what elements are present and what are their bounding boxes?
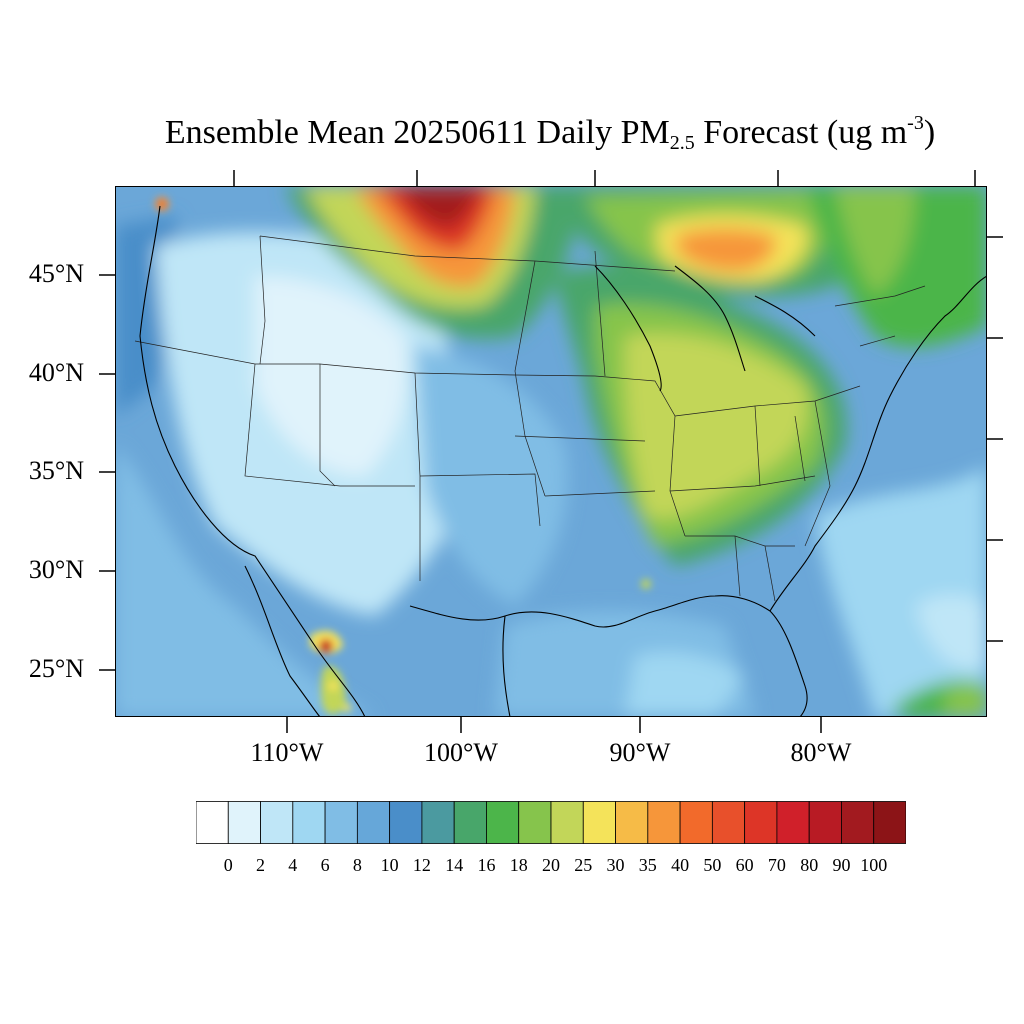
colorbar-label: 80 [800,855,819,875]
lon-label-80w: 80°W [790,738,852,767]
coastlines [139,205,987,717]
colorbar-label: 100 [860,855,888,875]
colorbar-label: 0 [223,855,233,875]
colorbar-label: 4 [288,855,298,875]
colorbar-label: 10 [380,855,399,875]
colorbar-swatch [615,801,649,844]
colorbar-swatch [389,801,423,844]
colorbar-swatch [776,801,810,844]
lat-label-25n: 25°N [28,654,84,683]
colorbar-label: 25 [574,855,593,875]
colorbar-label: 60 [735,855,754,875]
colorbar [196,801,906,844]
map-title: Ensemble Mean 20250611 Daily PM2.5 Forec… [0,112,1024,155]
colorbar-swatch [453,801,487,844]
colorbar-swatch [227,801,261,844]
colorbar-label: 35 [638,855,657,875]
colorbar-swatch [518,801,552,844]
state-boundaries [134,235,926,602]
pm25-forecast-map [115,186,987,717]
lon-label-110w: 110°W [250,738,324,767]
colorbar-swatch [711,801,746,844]
colorbar-swatch [196,801,229,844]
colorbar-swatch [292,801,326,844]
colorbar-swatch [582,801,616,844]
lat-label-35n: 35°N [28,456,84,485]
colorbar-label: 30 [606,855,625,875]
colorbar-swatch [260,801,294,844]
colorbar-label: 50 [703,855,722,875]
colorbar-label: 20 [542,855,560,875]
title-subscript: 2.5 [669,132,695,154]
lat-label-30n: 30°N [28,555,84,584]
lon-label-90w: 90°W [609,738,671,767]
colorbar-swatch [873,801,906,844]
colorbar-swatch [679,801,713,844]
colorbar-swatch [841,801,875,844]
colorbar-swatch [486,801,520,844]
title-middle: Forecast (ug m [694,114,908,151]
colorbar-swatch [356,801,391,844]
title-prefix: Ensemble Mean 20250611 Daily PM [164,114,670,151]
title-superscript: -3 [907,112,924,134]
colorbar-label: 70 [767,855,786,875]
colorbar-label: 2 [256,855,265,875]
colorbar-swatch [550,801,584,844]
lat-label-45n: 45°N [28,259,84,288]
colorbar-swatch [647,801,681,844]
colorbar-swatch [744,801,778,844]
colorbar-swatch [421,801,455,844]
colorbar-label: 18 [509,855,528,875]
colorbar-label: 16 [477,855,496,875]
lon-label-100w: 100°W [424,738,498,767]
colorbar-swatch [808,801,842,844]
colorbar-label: 8 [352,855,362,875]
colorbar-swatch [324,801,358,844]
colorbar-label: 14 [445,855,464,875]
title-suffix: ) [923,114,936,151]
colorbar-label: 40 [671,855,690,875]
colorbar-label: 12 [412,855,431,875]
colorbar-label: 6 [320,855,330,875]
lat-label-40n: 40°N [28,358,84,387]
colorbar-label: 90 [832,855,851,875]
